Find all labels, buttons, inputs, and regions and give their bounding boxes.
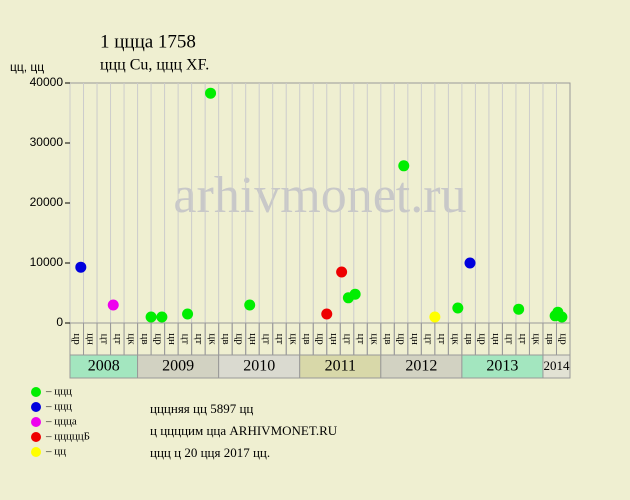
year-label: 2014 (543, 358, 570, 373)
month-label: цв (544, 333, 556, 344)
legend-marker (31, 387, 41, 397)
legend-label: – ццц (45, 401, 72, 413)
legend-label: – ццца (45, 416, 77, 428)
watermark: arhivmonet.ru (173, 167, 466, 224)
point (556, 311, 568, 323)
legend-marker (31, 447, 41, 457)
legend-label: – ццц (45, 386, 72, 398)
note: ццц ц 20 цця 2017 цц. (150, 445, 270, 460)
point (513, 303, 525, 315)
year-band (542, 354, 571, 379)
chart-subtitle: ццц Cu, ццц XF. (100, 57, 209, 74)
month-label: цк (287, 333, 299, 345)
month-label: цн (85, 333, 97, 345)
point (107, 299, 119, 311)
point (75, 261, 87, 273)
legend-marker (31, 417, 41, 427)
point (452, 302, 464, 314)
plot-area (69, 82, 571, 324)
point (156, 311, 168, 323)
point (464, 257, 476, 269)
month-label: цр (477, 333, 489, 345)
month-label: цв (463, 333, 475, 344)
month-label: цн (490, 333, 502, 345)
month-label: цт (504, 334, 516, 345)
month-label: цт (193, 334, 205, 345)
year-label: 2009 (162, 358, 194, 375)
month-label: цт (112, 334, 124, 345)
point (145, 311, 157, 323)
point (429, 311, 441, 323)
month-label: цт (341, 334, 353, 345)
month-label: цн (409, 333, 421, 345)
month-label: цт (179, 334, 191, 345)
month-label: цв (139, 333, 151, 344)
chart-title: 1 цццa 1758 (100, 31, 196, 52)
legend-label: – цццццБ (45, 431, 90, 443)
month-label: цв (301, 333, 313, 344)
y-tick-label: 30000 (30, 135, 64, 149)
month-label: цр (71, 333, 83, 345)
month-label: цр (152, 333, 164, 345)
month-label: цк (531, 333, 543, 345)
y-tick-label: 0 (56, 315, 63, 329)
month-label: цк (450, 333, 462, 345)
point (336, 266, 348, 278)
y-tick-label: 20000 (30, 195, 64, 209)
note: ц ццццим цца ARHIVMONET.RU (150, 423, 338, 438)
month-label: цк (125, 333, 137, 345)
month-label: цр (233, 333, 245, 345)
point (349, 288, 361, 300)
month-label: цн (247, 333, 259, 345)
year-label: 2010 (243, 358, 275, 375)
month-label: цт (423, 334, 435, 345)
year-label: 2011 (325, 358, 356, 375)
month-label: цт (274, 334, 286, 345)
point (205, 87, 217, 99)
month-label: цк (206, 333, 218, 345)
point (321, 308, 333, 320)
month-label: цт (355, 334, 367, 345)
month-label: цр (558, 333, 570, 345)
point (398, 160, 410, 172)
month-label: цт (436, 334, 448, 345)
legend-marker (31, 432, 41, 442)
month-label: цр (314, 333, 326, 345)
point (244, 299, 256, 311)
month-label: цн (328, 333, 340, 345)
y-axis-label: цц, цц (10, 60, 44, 74)
year-label: 2013 (486, 358, 518, 375)
y-tick-label: 10000 (30, 255, 64, 269)
point (182, 308, 194, 320)
y-tick-label: 40000 (30, 75, 64, 89)
month-label: цт (98, 334, 110, 345)
legend-marker (31, 402, 41, 412)
month-label: цт (517, 334, 529, 345)
note: цццняя цц 5897 цц (150, 401, 253, 416)
month-label: цв (382, 333, 394, 344)
year-label: 2012 (405, 358, 437, 375)
month-label: цк (369, 333, 381, 345)
legend-label: – цц (45, 446, 66, 458)
month-label: цн (166, 333, 178, 345)
year-label: 2008 (88, 358, 120, 375)
month-label: цв (220, 333, 232, 344)
month-label: цт (260, 334, 272, 345)
month-label: цр (396, 333, 408, 345)
